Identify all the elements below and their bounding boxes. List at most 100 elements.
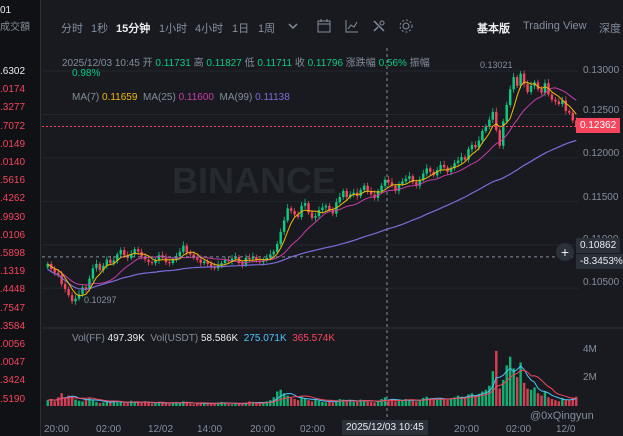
volume-bar: [206, 404, 209, 406]
volume-bar: [505, 365, 508, 406]
candle-body: [230, 258, 234, 262]
left-panel-row: .0149: [0, 138, 26, 150]
candle-body: [81, 287, 84, 295]
view-tradingview[interactable]: Trading View: [523, 20, 587, 32]
candle-body: [401, 181, 404, 184]
gear-icon[interactable]: [398, 18, 414, 34]
volume-bar: [314, 399, 317, 406]
volume-bar: [175, 401, 178, 406]
left-panel-row: .4262: [0, 193, 26, 205]
ma7-line: [47, 81, 577, 297]
candle-body: [321, 207, 324, 211]
volume-bar: [116, 402, 119, 406]
candle-body: [279, 231, 282, 244]
volume-ma-long: [47, 369, 577, 404]
high-annotation: 0.13021: [480, 60, 513, 70]
tf-1h[interactable]: 1小时: [159, 23, 188, 35]
volume-bar: [449, 398, 453, 406]
volume-bar: [383, 397, 387, 406]
volume-bar: [105, 400, 109, 406]
tf-4h[interactable]: 4小时: [195, 23, 224, 35]
candle-body: [526, 84, 529, 92]
volume-bar: [123, 403, 126, 406]
view-basic[interactable]: 基本版: [477, 23, 510, 35]
volume-bar: [74, 399, 77, 406]
tf-15m[interactable]: 15分钟: [116, 23, 151, 35]
volume-bar: [439, 397, 442, 406]
left-panel: 01 成交額 .6302 .0174 .3277 .7072 .0149 .0140 .56…: [0, 0, 41, 436]
volume-bar: [571, 398, 575, 406]
candle-body: [234, 256, 237, 259]
candle-body: [192, 254, 195, 258]
price-chart[interactable]: BINANCE: [42, 48, 623, 436]
volume-bar: [484, 389, 488, 406]
candle-body: [394, 185, 397, 191]
candle-body: [474, 144, 477, 148]
volume-row: Vol(FF) 497.39K Vol(USDT) 58.586K 275.07…: [72, 333, 335, 344]
candle-body: [373, 194, 376, 198]
current-price-tag: 0.12362: [576, 118, 621, 133]
volume-bar: [543, 391, 547, 406]
tf-1s[interactable]: 1秒: [91, 23, 109, 35]
crosshair-price-tag: 0.10862: [576, 238, 621, 253]
volume-bar: [408, 399, 411, 406]
candle-body: [102, 265, 105, 271]
volume-bar: [213, 403, 216, 406]
candle-body: [369, 190, 373, 195]
volume-bar: [91, 400, 95, 406]
tf-1d[interactable]: 1日: [232, 23, 250, 35]
vol-usdt-value: 58.586K: [200, 333, 239, 344]
candle-body: [505, 104, 508, 122]
candle-body: [171, 259, 175, 264]
ma99-value: 0.11138: [255, 92, 290, 103]
candle-body: [317, 210, 321, 217]
watermark: BINANCE: [172, 160, 336, 201]
tf-fenshi[interactable]: 分时: [61, 23, 83, 35]
crosshair-plus-icon[interactable]: +: [556, 243, 574, 261]
volume-bar: [46, 400, 49, 406]
volume-bar: [81, 401, 84, 406]
volume-bar: [102, 402, 105, 406]
candle-body: [411, 176, 415, 183]
open-value: 0.11731: [155, 58, 191, 69]
volume-bar: [338, 399, 342, 406]
candle-body: [422, 173, 425, 180]
candle-body: [568, 111, 571, 113]
vol-ma-a: 275.071K: [243, 333, 287, 344]
volume-bar: [171, 403, 175, 406]
volume-bar: [289, 397, 293, 406]
candle-body: [429, 168, 432, 172]
candle-body: [241, 263, 244, 265]
candle-body: [554, 99, 557, 102]
chart-type-icon[interactable]: [344, 18, 360, 34]
volume-bar: [310, 401, 314, 406]
chevron-down-icon[interactable]: [285, 18, 301, 34]
volume-bar: [84, 399, 88, 406]
volume-bar: [136, 402, 140, 406]
left-panel-row: .0106: [0, 229, 26, 241]
volume-bar: [262, 402, 265, 406]
candle-body: [251, 256, 255, 259]
indicator-icon[interactable]: [316, 18, 332, 34]
volume-bar: [53, 401, 56, 406]
candle-body: [88, 278, 91, 290]
low-label: 低: [244, 58, 255, 69]
candle-body: [123, 250, 126, 256]
volume-bar: [328, 401, 331, 406]
candle-body: [387, 179, 390, 183]
time-tick: 12/0: [556, 424, 576, 435]
settings-icon[interactable]: [371, 18, 387, 34]
candle-body: [467, 149, 470, 160]
candle-body: [293, 210, 296, 215]
candle-body: [338, 197, 342, 203]
volume-bar: [519, 362, 522, 406]
volume-bar: [220, 401, 223, 406]
candle-body: [522, 73, 526, 85]
tf-1w[interactable]: 1周: [258, 23, 276, 35]
candle-body: [91, 268, 95, 279]
volume-bar: [404, 399, 408, 406]
view-depth[interactable]: 深度: [599, 23, 621, 35]
amp-label: 振幅: [409, 58, 430, 69]
candle-body: [289, 208, 293, 211]
candle-body: [157, 255, 161, 261]
